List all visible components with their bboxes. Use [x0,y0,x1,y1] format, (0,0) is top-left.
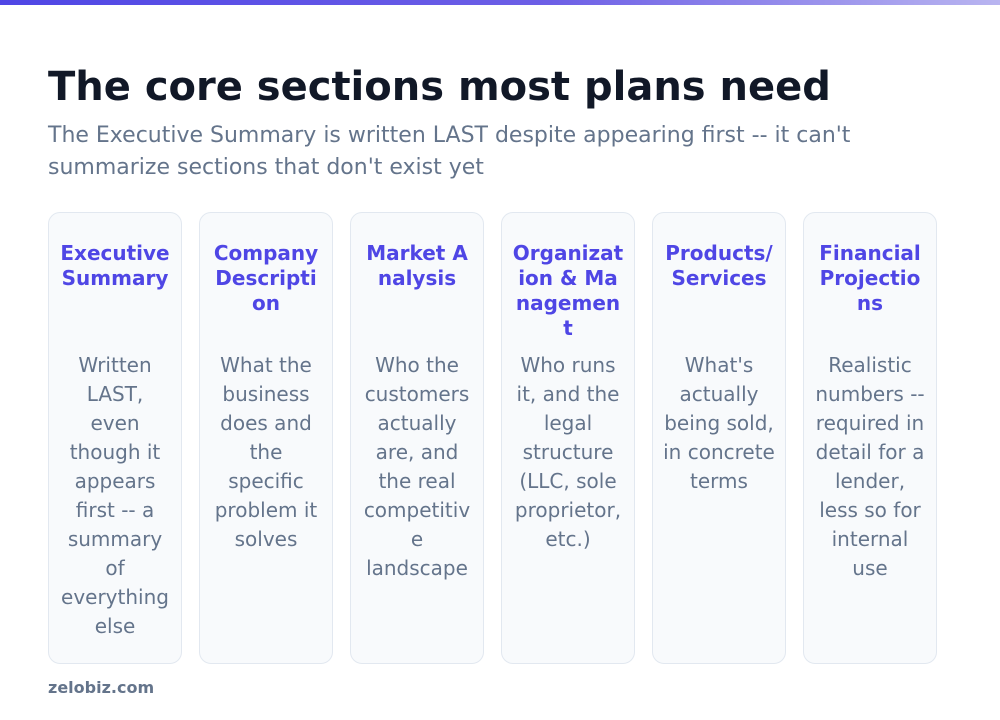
section-card-title: Company Description [213,241,319,315]
section-card-company-description: Company Description What the business do… [199,212,333,664]
section-card-title: Organization & Management [512,241,624,340]
section-card-title: Products/Services [665,241,773,290]
section-card-products-services: Products/Services What's actually being … [652,212,786,664]
section-card-title: Executive Summary [60,241,170,290]
section-card-description: Realistic numbers -- required in detail … [815,353,925,580]
section-card-market-analysis: Market Analysis Who the customers actual… [350,212,484,664]
section-cards: Executive Summary Written LAST, even tho… [48,212,937,664]
section-card-description: What's actually being sold, in concrete … [663,353,775,493]
section-card-description: Who the customers actually are, and the … [363,353,471,580]
section-card-title: Financial Projections [819,241,921,315]
section-card-description: What the business does and the specific … [214,353,318,551]
top-accent-bar [0,0,1000,5]
page-subtitle: The Executive Summary is written LAST de… [48,123,851,180]
section-card-executive-summary: Executive Summary Written LAST, even tho… [48,212,182,664]
site-footer-domain: zelobiz.com [48,678,155,697]
section-card-financial-projections: Financial Projections Realistic numbers … [803,212,937,664]
section-card-description: Who runs it, and the legal structure (LL… [514,353,622,551]
section-card-title: Market Analysis [366,241,468,290]
page-title: The core sections most plans need [48,64,831,110]
section-card-description: Written LAST, even though it appears fir… [61,353,169,638]
section-card-organization-management: Organization & Management Who runs it, a… [501,212,635,664]
